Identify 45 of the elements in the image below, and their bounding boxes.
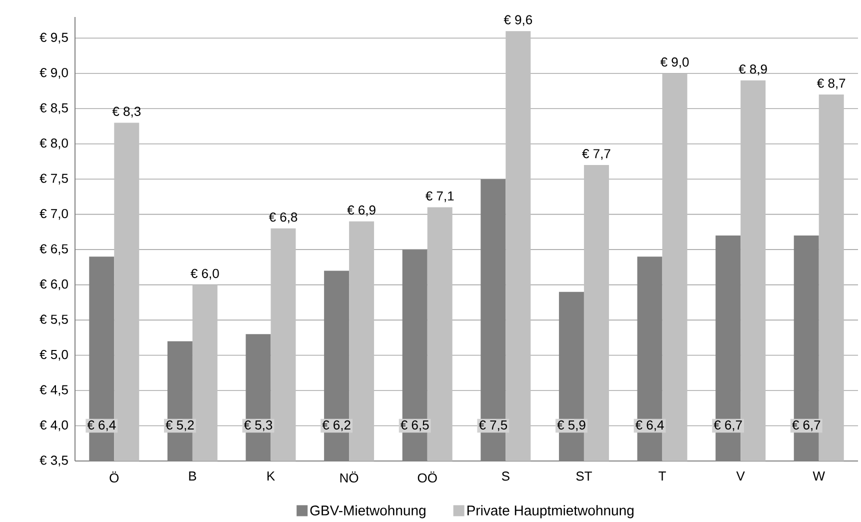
x-tick-label: S bbox=[502, 472, 510, 481]
x-tick-label: OÖ bbox=[418, 472, 437, 483]
y-tick-label: € 7,5 bbox=[40, 174, 68, 184]
data-label: € 6,9 bbox=[347, 205, 376, 216]
data-label: € 9,0 bbox=[660, 57, 689, 68]
x-tick-label: B bbox=[189, 472, 196, 480]
x-tick-label: Ö bbox=[110, 472, 119, 483]
y-tick-label: € 5,5 bbox=[40, 314, 68, 326]
data-label: € 8,7 bbox=[817, 78, 846, 90]
y-tick-label: € 5,0 bbox=[40, 350, 68, 361]
x-tick-label: W bbox=[812, 472, 825, 480]
x-tick-label: ST bbox=[576, 472, 592, 481]
x-tick-label: K bbox=[267, 472, 275, 480]
data-label: € 6,4 bbox=[87, 420, 116, 432]
data-label: € 6,7 bbox=[792, 420, 820, 432]
data-label: € 5,3 bbox=[244, 420, 272, 432]
x-tick-label: NÖ bbox=[340, 472, 358, 483]
x-tick-label: V bbox=[736, 472, 745, 480]
data-label: € 6,0 bbox=[190, 268, 219, 280]
y-tick-label: € 9,5 bbox=[40, 32, 68, 44]
y-tick-label: € 4,5 bbox=[40, 385, 68, 396]
y-tick-label: € 6,0 bbox=[40, 279, 68, 290]
legend-label: Private Hauptmietwohnung bbox=[467, 505, 634, 518]
y-tick-label: € 7,0 bbox=[40, 208, 68, 220]
data-label: € 8,9 bbox=[738, 64, 767, 76]
data-label: € 5,9 bbox=[557, 420, 586, 432]
y-tick-label: € 4,0 bbox=[40, 420, 68, 432]
data-label: € 6,4 bbox=[635, 420, 664, 432]
data-label: € 9,6 bbox=[504, 15, 532, 26]
y-tick-label: € 9,0 bbox=[40, 68, 68, 79]
data-label: € 6,5 bbox=[400, 420, 429, 432]
data-label: € 7,5 bbox=[478, 420, 508, 432]
data-label: € 7,1 bbox=[425, 191, 454, 202]
y-tick-label: € 8,5 bbox=[40, 103, 68, 114]
x-tick-label: T bbox=[658, 472, 666, 480]
y-tick-label: € 6,5 bbox=[40, 244, 68, 255]
data-label: € 6,7 bbox=[714, 420, 742, 432]
legend-label: GBV-Mietwohnung bbox=[310, 505, 426, 518]
data-label: € 6,2 bbox=[322, 420, 350, 432]
y-tick-label: € 3,5 bbox=[40, 456, 68, 466]
data-label: € 6,8 bbox=[268, 212, 298, 224]
data-label: € 5,2 bbox=[166, 420, 194, 432]
y-tick-label: € 8,0 bbox=[40, 138, 68, 150]
data-label: € 7,7 bbox=[582, 149, 610, 160]
data-label: € 8,3 bbox=[112, 106, 141, 118]
